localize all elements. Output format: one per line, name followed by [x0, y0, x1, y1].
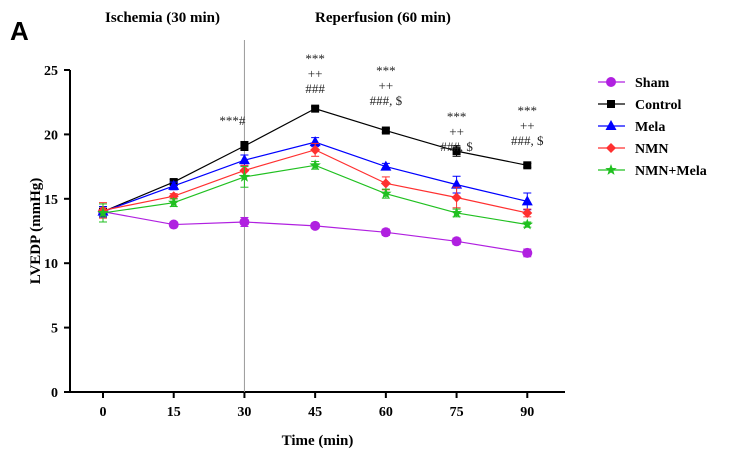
data-point — [239, 216, 250, 227]
phase-label-ischemia: Ischemia (30 min) — [105, 10, 220, 26]
x-tick-label: 75 — [450, 405, 464, 420]
data-point — [240, 141, 249, 150]
data-point — [238, 154, 250, 165]
y-tick-label: 20 — [44, 128, 58, 143]
significance-annotation: ++ — [520, 118, 535, 133]
significance-annotation: ***# — [219, 113, 246, 128]
x-tick-label: 90 — [520, 405, 534, 420]
x-tick-label: 60 — [379, 405, 393, 420]
significance-annotation: ++ — [308, 66, 323, 81]
data-point — [451, 236, 462, 247]
data-point — [450, 206, 463, 218]
data-point — [380, 178, 391, 189]
data-point — [309, 159, 321, 171]
data-point — [310, 144, 321, 155]
data-point — [607, 100, 615, 108]
significance-annotation: ###, $ — [440, 139, 473, 154]
y-tick-label: 5 — [51, 322, 58, 337]
legend-label: NMN+Mela — [635, 164, 707, 179]
data-point — [381, 126, 390, 135]
y-axis-label: LVEDP (mmHg) — [28, 178, 44, 285]
data-point — [521, 218, 533, 230]
y-tick-label: 10 — [44, 257, 58, 272]
data-point — [311, 104, 320, 113]
significance-annotation: *** — [518, 103, 538, 118]
legend-label: NMN — [635, 142, 668, 157]
data-point — [606, 143, 616, 153]
data-point — [168, 179, 180, 190]
data-point — [605, 164, 617, 175]
x-tick-label: 45 — [308, 405, 322, 420]
panel-label: A — [10, 16, 29, 46]
data-point — [521, 195, 533, 206]
y-tick-label: 15 — [44, 193, 58, 208]
data-point — [310, 220, 321, 231]
significance-annotation: ### — [305, 81, 325, 96]
phase-label-reperfusion: Reperfusion (60 min) — [315, 10, 451, 26]
data-point — [452, 147, 461, 156]
significance-annotation: *** — [447, 109, 467, 124]
significance-annotation: ++ — [379, 78, 394, 93]
data-point — [97, 206, 109, 218]
y-tick-label: 0 — [51, 386, 58, 401]
legend-label: Control — [635, 98, 682, 113]
significance-annotation: ###, $ — [511, 133, 544, 148]
significance-annotation: ###, $ — [370, 93, 403, 108]
legend-label: Mela — [635, 120, 665, 135]
series-line-NMN+Mela — [102, 164, 528, 226]
significance-annotation: *** — [376, 63, 396, 78]
x-tick-label: 0 — [100, 405, 107, 420]
data-point — [380, 160, 392, 171]
data-point — [168, 219, 179, 230]
x-tick-label: 15 — [167, 405, 181, 420]
significance-annotation: ++ — [449, 124, 464, 139]
data-point — [522, 207, 533, 218]
data-point — [522, 247, 533, 258]
legend-label: Sham — [635, 76, 670, 91]
data-point — [380, 187, 392, 199]
data-point — [523, 161, 532, 170]
x-axis-label: Time (min) — [282, 433, 354, 449]
data-point — [605, 120, 617, 130]
data-point — [168, 196, 180, 208]
data-point — [606, 77, 616, 87]
series-line-Sham — [102, 211, 528, 254]
data-point — [451, 192, 462, 203]
significance-annotation: *** — [305, 51, 325, 66]
x-tick-label: 30 — [237, 405, 251, 420]
y-tick-label: 25 — [44, 64, 58, 79]
data-point — [238, 170, 251, 182]
data-point — [380, 227, 391, 238]
data-point — [451, 178, 463, 189]
